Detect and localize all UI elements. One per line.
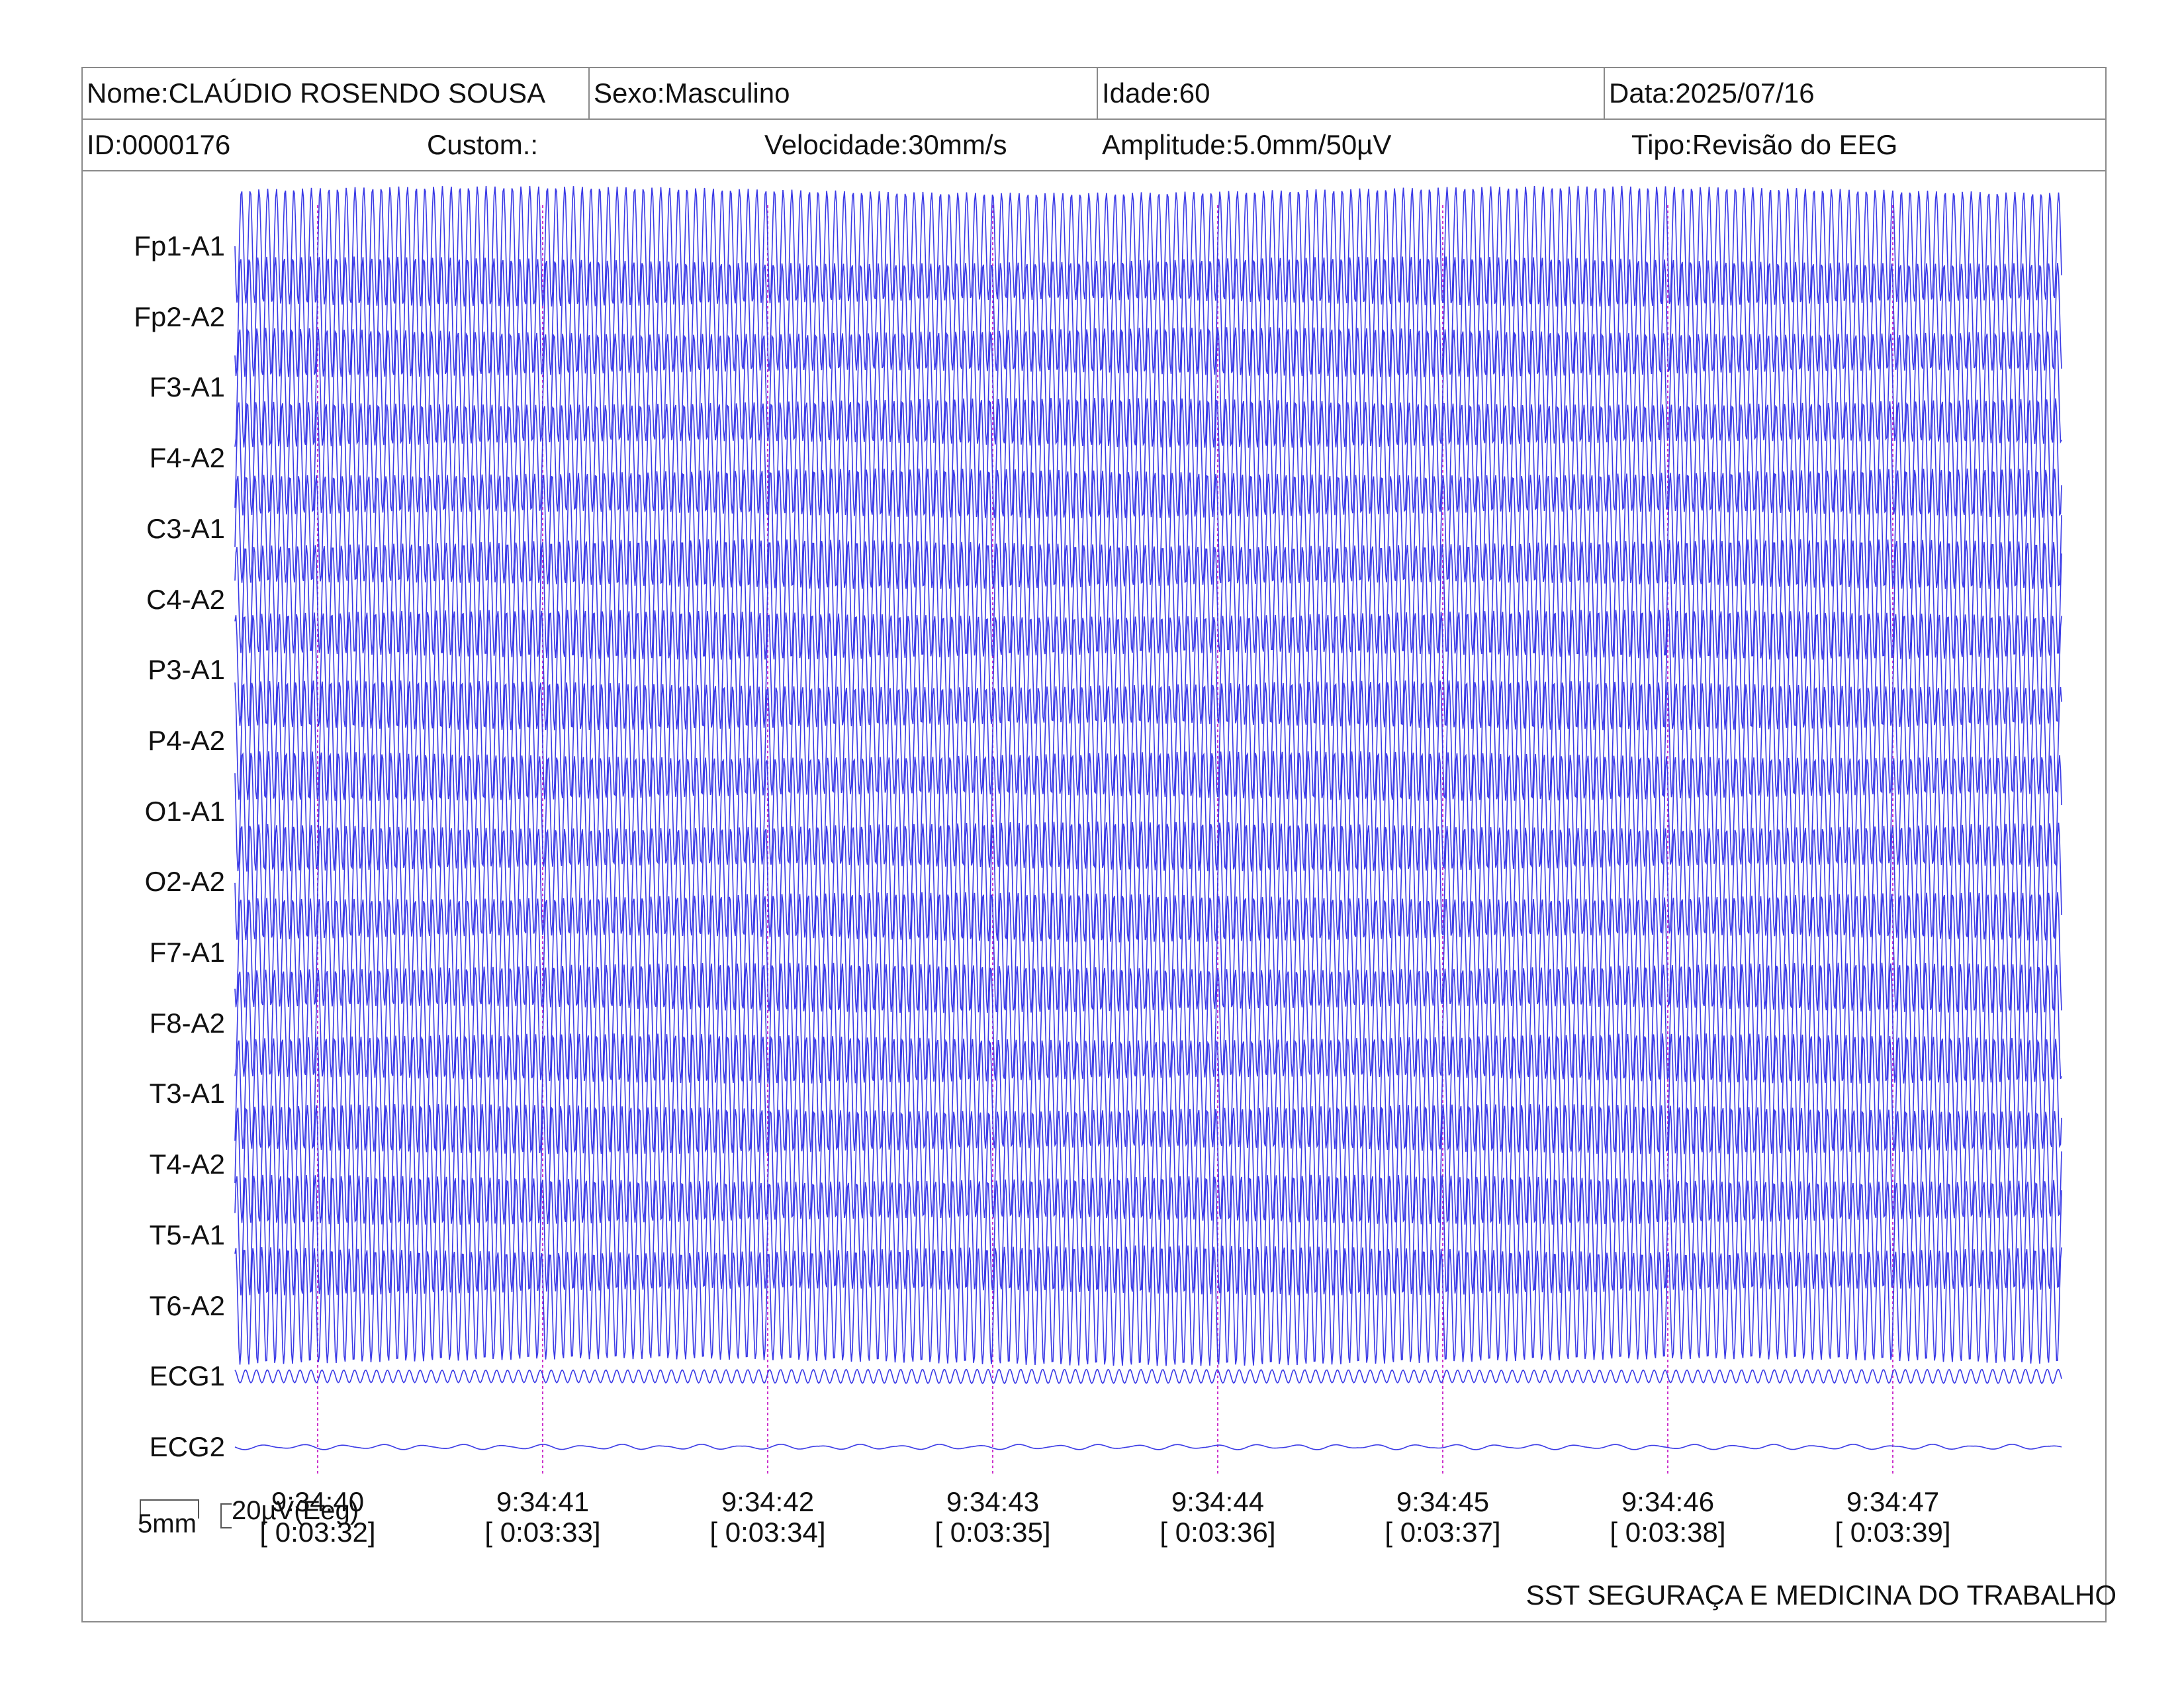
trace-fp2-a2: [234, 256, 2062, 377]
channel-label-c3-a1: C3-A1: [146, 512, 225, 544]
time-mark: 9:34:43[ 0:03:35]: [907, 1487, 1079, 1548]
channel-label-t3-a1: T3-A1: [149, 1078, 225, 1109]
time-mark-clock: 9:34:47: [1846, 1486, 1940, 1517]
channel-label-t5-a1: T5-A1: [149, 1219, 225, 1250]
time-mark-clock: 9:34:42: [721, 1486, 815, 1517]
trace-ecg2: [234, 1444, 2062, 1450]
time-mark: 9:34:45[ 0:03:37]: [1357, 1487, 1529, 1548]
trace-p4-a2: [234, 680, 2062, 802]
channel-label-f7-a1: F7-A1: [149, 937, 225, 968]
channel-label-p3-a1: P3-A1: [148, 654, 225, 686]
trace-c4-a2: [234, 539, 2062, 660]
trace-t5-a1: [234, 1174, 2062, 1295]
time-mark-clock: 9:34:40: [271, 1486, 365, 1517]
channel-label-c4-a2: C4-A2: [146, 583, 225, 615]
time-mark-elapsed: [ 0:03:38]: [1610, 1517, 1726, 1548]
trace-fp1-a1: [234, 185, 2062, 307]
time-mark-elapsed: [ 0:03:34]: [709, 1517, 826, 1548]
trace-o2-a2: [234, 821, 2062, 943]
amplitude-setting: Amplitude:5.0mm/50µV: [1102, 129, 1392, 160]
time-mark-elapsed: [ 0:03:35]: [934, 1517, 1051, 1548]
channel-label-t6-a2: T6-A2: [149, 1289, 225, 1321]
time-mark: 9:34:44[ 0:03:36]: [1132, 1487, 1304, 1548]
trace-f3-a1: [234, 327, 2062, 448]
trace-f8-a2: [234, 962, 2062, 1084]
header-row-2: ID:0000176 Custom.: Velocidade:30mm/s Am…: [83, 120, 2105, 171]
time-mark-elapsed: [ 0:03:33]: [484, 1517, 601, 1548]
trace-t6-a2: [234, 1245, 2062, 1366]
time-mark-clock: 9:34:44: [1171, 1486, 1265, 1517]
trace-t4-a2: [234, 1103, 2062, 1225]
channel-label-o1-a1: O1-A1: [144, 795, 225, 827]
header-row-1: Nome:CLAÚDIO ROSENDO SOUSA Sexo:Masculin…: [83, 68, 2105, 120]
time-mark-clock: 9:34:41: [496, 1486, 590, 1517]
exam-date: Data:2025/07/16: [1604, 68, 2107, 118]
scale-time-label: 5mm: [138, 1509, 197, 1538]
time-mark-clock: 9:34:45: [1396, 1486, 1490, 1517]
patient-name: Nome:CLAÚDIO ROSENDO SOUSA: [87, 77, 546, 109]
amp-bracket-icon: [220, 1501, 233, 1537]
time-mark-elapsed: [ 0:03:39]: [1835, 1517, 1951, 1548]
channel-label-t4-a2: T4-A2: [149, 1149, 225, 1180]
time-mark-elapsed: [ 0:03:36]: [1160, 1517, 1276, 1548]
channel-label-fp1-a1: Fp1-A1: [134, 230, 225, 261]
channel-label-f4-a2: F4-A2: [149, 442, 225, 474]
scale-amp-label: 20µV(Eeg): [232, 1496, 359, 1525]
patient-sex: Sexo:Masculino: [588, 68, 1097, 118]
time-mark: 9:34:46[ 0:03:38]: [1582, 1487, 1754, 1548]
trace-c3-a1: [234, 468, 2062, 589]
channel-label-ecg1: ECG1: [149, 1360, 225, 1392]
channel-label-fp2-a2: Fp2-A2: [134, 301, 225, 332]
custom-field: Custom.:: [427, 129, 539, 160]
channel-label-f8-a2: F8-A2: [149, 1007, 225, 1039]
trace-t3-a1: [234, 1033, 2062, 1154]
channel-label-p4-a2: P4-A2: [148, 724, 225, 756]
time-mark: 9:34:41[ 0:03:33]: [457, 1487, 629, 1548]
channel-label-o2-a2: O2-A2: [144, 866, 225, 898]
trace-f4-a2: [234, 398, 2062, 519]
exam-type: Tipo:Revisão do EEG: [1631, 129, 1898, 160]
patient-age: Idade:60: [1097, 68, 1604, 118]
time-mark: 9:34:40[ 0:03:32]: [232, 1487, 404, 1548]
time-mark-elapsed: [ 0:03:32]: [259, 1517, 376, 1548]
time-mark-clock: 9:34:46: [1621, 1486, 1715, 1517]
channel-label-ecg2: ECG2: [149, 1430, 225, 1462]
trace-o1-a1: [234, 751, 2062, 872]
time-mark: 9:34:42[ 0:03:34]: [682, 1487, 854, 1548]
time-mark: 9:34:47[ 0:03:39]: [1807, 1487, 1979, 1548]
scale-bracket-icon: [140, 1499, 199, 1519]
time-mark-clock: 9:34:43: [946, 1486, 1040, 1517]
patient-id: ID:0000176: [87, 129, 231, 160]
trace-p3-a1: [234, 610, 2062, 731]
speed-setting: Velocidade:30mm/s: [764, 129, 1007, 160]
trace-f7-a1: [234, 892, 2062, 1013]
clinic-footer: SST SEGURAÇA E MEDICINA DO TRABALHO: [1525, 1579, 2116, 1611]
time-mark-elapsed: [ 0:03:37]: [1385, 1517, 1501, 1548]
report-frame: Nome:CLAÚDIO ROSENDO SOUSA Sexo:Masculin…: [81, 67, 2107, 1622]
channel-label-f3-a1: F3-A1: [149, 371, 225, 403]
trace-ecg1: [234, 1368, 2062, 1384]
